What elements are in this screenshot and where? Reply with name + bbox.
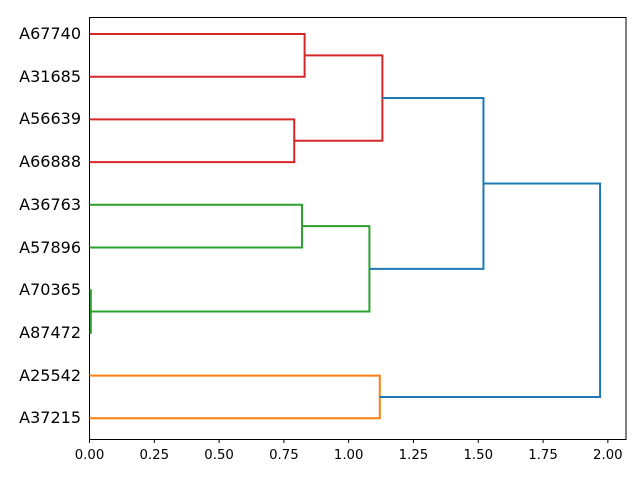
x-tick-label: 2.00 xyxy=(593,448,623,463)
x-tick-label: 1.50 xyxy=(463,448,494,463)
leaf-label-A36763: A36763 xyxy=(19,194,81,214)
dendrogram-link xyxy=(89,374,381,420)
dendrogram-link xyxy=(89,203,304,249)
x-tick-label: 0.50 xyxy=(204,448,234,463)
dendrogram-link xyxy=(89,118,296,164)
x-tick-label: 0.25 xyxy=(139,448,170,463)
leaf-label-A56639: A56639 xyxy=(19,109,81,129)
x-tick-label: 1.00 xyxy=(333,448,364,463)
leaf-label-A25542: A25542 xyxy=(19,365,81,385)
dendrogram-link xyxy=(369,97,485,270)
dendrogram-link xyxy=(379,182,602,398)
x-tick-label: 0.75 xyxy=(269,448,299,463)
x-tick-label: 1.25 xyxy=(398,448,429,463)
leaf-label-A57896: A57896 xyxy=(19,237,81,257)
leaf-label-A31685: A31685 xyxy=(19,66,81,86)
dendrogram-link xyxy=(294,54,384,142)
x-tick-label: 0.00 xyxy=(74,448,105,463)
x-tick-label: 1.75 xyxy=(528,448,558,463)
dendrogram-link xyxy=(89,33,306,78)
dendrogram-link xyxy=(90,225,371,313)
axes-frame xyxy=(89,17,627,440)
leaf-label-A87472: A87472 xyxy=(19,322,81,342)
leaf-label-A70365: A70365 xyxy=(19,280,81,300)
leaf-label-A37215: A37215 xyxy=(19,408,81,428)
leaf-label-A67740: A67740 xyxy=(19,24,81,43)
leaf-label-A66888: A66888 xyxy=(19,152,81,172)
